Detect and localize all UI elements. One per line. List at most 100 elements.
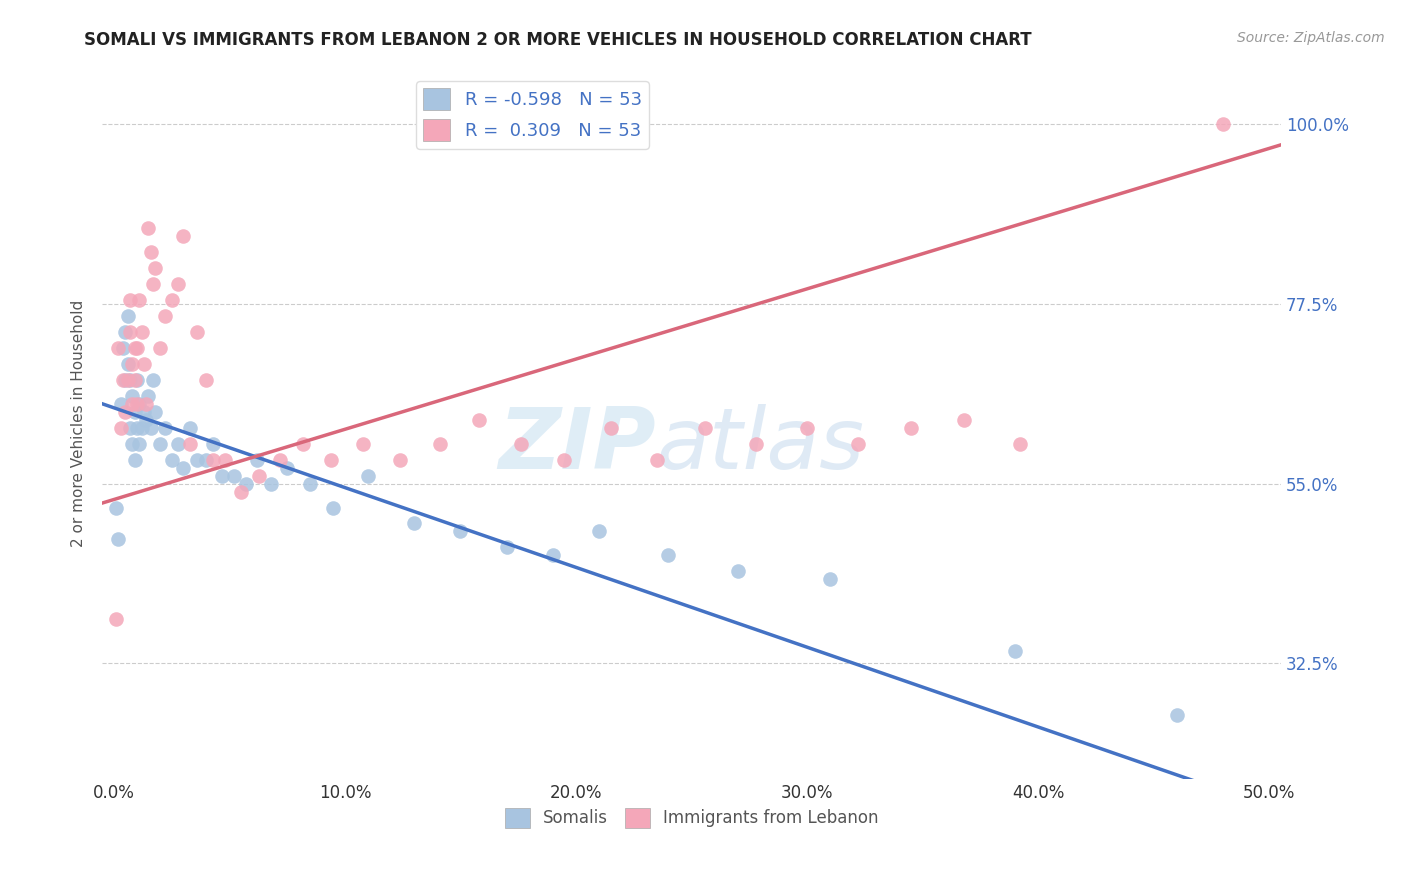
Point — [128, 436, 150, 450]
Point — [1004, 644, 1026, 658]
Point — [588, 524, 610, 539]
Legend: Somalis, Immigrants from Lebanon: Somalis, Immigrants from Lebanon — [498, 801, 886, 835]
Point — [111, 341, 134, 355]
Point — [121, 357, 143, 371]
Point — [124, 452, 146, 467]
Point — [139, 420, 162, 434]
Point — [167, 436, 190, 450]
Y-axis label: 2 or more Vehicles in Household: 2 or more Vehicles in Household — [72, 300, 86, 548]
Point — [128, 397, 150, 411]
Point — [145, 405, 167, 419]
Point — [214, 452, 236, 467]
Point — [645, 452, 668, 467]
Point — [796, 420, 818, 434]
Point — [125, 397, 148, 411]
Point — [195, 452, 218, 467]
Point — [509, 436, 531, 450]
Point — [468, 413, 491, 427]
Point — [111, 373, 134, 387]
Point — [105, 612, 128, 626]
Point — [495, 541, 517, 555]
Point — [202, 436, 225, 450]
Point — [211, 468, 233, 483]
Point — [179, 420, 201, 434]
Point — [114, 325, 136, 339]
Point — [142, 373, 165, 387]
Point — [149, 436, 172, 450]
Point — [160, 452, 183, 467]
Point — [299, 476, 322, 491]
Point — [222, 468, 245, 483]
Point — [114, 373, 136, 387]
Point — [202, 452, 225, 467]
Point — [695, 420, 717, 434]
Point — [121, 397, 143, 411]
Point — [953, 413, 976, 427]
Point — [135, 413, 157, 427]
Text: Source: ZipAtlas.com: Source: ZipAtlas.com — [1237, 31, 1385, 45]
Point — [319, 452, 342, 467]
Point — [125, 420, 148, 434]
Point — [145, 261, 167, 276]
Point — [186, 452, 208, 467]
Point — [160, 293, 183, 307]
Point — [846, 436, 869, 450]
Point — [105, 500, 128, 515]
Point — [132, 405, 155, 419]
Point — [276, 460, 298, 475]
Point — [727, 565, 749, 579]
Point — [172, 229, 194, 244]
Point — [139, 245, 162, 260]
Point — [153, 420, 176, 434]
Point — [138, 221, 160, 235]
Point — [229, 484, 252, 499]
Point — [124, 341, 146, 355]
Point — [117, 357, 139, 371]
Point — [246, 452, 269, 467]
Text: SOMALI VS IMMIGRANTS FROM LEBANON 2 OR MORE VEHICLES IN HOUSEHOLD CORRELATION CH: SOMALI VS IMMIGRANTS FROM LEBANON 2 OR M… — [84, 31, 1032, 49]
Point — [269, 452, 291, 467]
Point — [541, 549, 564, 563]
Point — [118, 293, 141, 307]
Point — [132, 357, 155, 371]
Point — [107, 533, 129, 547]
Point — [657, 549, 679, 563]
Point — [292, 436, 315, 450]
Point — [121, 389, 143, 403]
Point — [195, 373, 218, 387]
Point — [745, 436, 768, 450]
Point — [404, 516, 426, 531]
Point — [114, 405, 136, 419]
Point — [117, 373, 139, 387]
Point — [125, 341, 148, 355]
Point — [429, 436, 451, 450]
Point — [135, 397, 157, 411]
Point — [820, 573, 842, 587]
Point — [322, 500, 344, 515]
Point — [357, 468, 380, 483]
Point — [1008, 436, 1031, 450]
Point — [167, 277, 190, 291]
Point — [142, 277, 165, 291]
Point — [124, 373, 146, 387]
Point — [389, 452, 412, 467]
Point — [153, 309, 176, 323]
Point — [149, 341, 172, 355]
Point — [110, 420, 132, 434]
Point — [117, 309, 139, 323]
Point — [110, 397, 132, 411]
Point — [1212, 117, 1234, 131]
Text: atlas: atlas — [657, 403, 865, 486]
Point — [131, 325, 153, 339]
Point — [247, 468, 270, 483]
Point — [172, 460, 194, 475]
Point — [449, 524, 471, 539]
Text: ZIP: ZIP — [499, 403, 657, 486]
Point — [118, 420, 141, 434]
Point — [352, 436, 374, 450]
Point — [260, 476, 283, 491]
Point — [107, 341, 129, 355]
Point — [128, 293, 150, 307]
Point — [553, 452, 575, 467]
Point — [138, 389, 160, 403]
